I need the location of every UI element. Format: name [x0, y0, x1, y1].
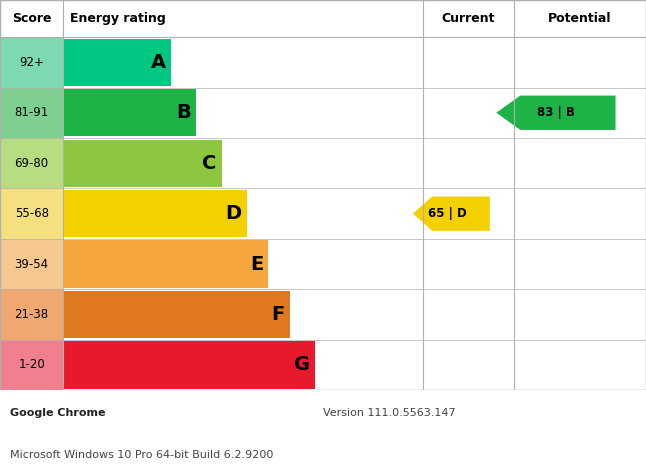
Text: 83 | B: 83 | B [537, 106, 575, 119]
Text: 1-20: 1-20 [18, 359, 45, 371]
Text: Energy rating: Energy rating [70, 12, 165, 25]
Bar [0, 138, 63, 188]
Text: Score: Score [12, 12, 52, 25]
Polygon shape [413, 196, 490, 231]
Text: 69-80: 69-80 [15, 157, 48, 170]
Text: 81-91: 81-91 [14, 106, 49, 119]
Text: Google Chrome: Google Chrome [10, 408, 106, 419]
Polygon shape [496, 96, 616, 130]
Text: Microsoft Windows 10 Pro 64-bit Build 6.2.9200: Microsoft Windows 10 Pro 64-bit Build 6.… [10, 450, 274, 460]
Text: 55-68: 55-68 [15, 207, 48, 220]
Bar [63, 39, 171, 86]
Bar [63, 342, 315, 389]
Text: Version 111.0.5563.147: Version 111.0.5563.147 [323, 408, 455, 419]
Text: Current: Current [442, 12, 495, 25]
Text: F: F [271, 305, 285, 324]
Bar [63, 89, 196, 136]
Bar [63, 291, 290, 338]
Bar [0, 37, 63, 88]
Bar [0, 289, 63, 340]
Bar [0, 88, 63, 138]
Bar [63, 190, 247, 237]
Text: Potential: Potential [548, 12, 612, 25]
Text: C: C [202, 154, 216, 173]
Text: A: A [151, 53, 166, 72]
Text: B: B [176, 103, 191, 122]
Bar [0, 340, 63, 390]
Bar [63, 240, 268, 288]
Text: 65 | D: 65 | D [428, 207, 467, 220]
Text: D: D [225, 204, 242, 223]
Bar [0, 239, 63, 289]
Text: 39-54: 39-54 [15, 258, 48, 271]
Bar [63, 140, 222, 187]
Text: E: E [250, 254, 263, 273]
Text: G: G [294, 356, 310, 375]
Text: 21-38: 21-38 [15, 308, 48, 321]
Bar [0, 188, 63, 239]
Text: 92+: 92+ [19, 56, 44, 69]
